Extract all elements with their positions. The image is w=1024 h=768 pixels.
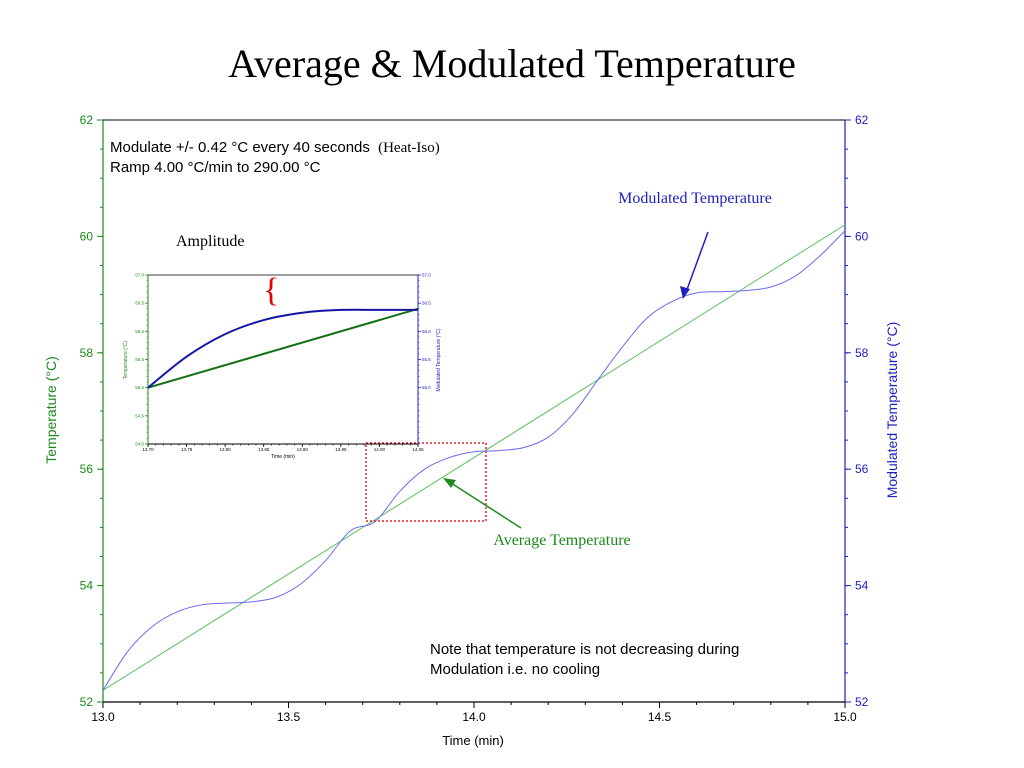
inset-y-left-tick-label: 57.0 <box>135 273 144 278</box>
y-left-tick-label: 56 <box>80 462 94 476</box>
x-tick-label: 15.0 <box>833 710 857 724</box>
y-right-tick-label: 52 <box>855 695 869 709</box>
note-line-1: Note that temperature is not decreasing … <box>430 641 739 658</box>
inset-y-left-tick-label: 56.5 <box>135 301 144 306</box>
inset-x-tick-label: 13.70 <box>142 447 154 452</box>
main-plot-frame <box>102 119 846 703</box>
y-right-tick-label: 58 <box>855 346 869 360</box>
y-right-tick-label: 54 <box>855 579 869 593</box>
y-left-tick-label: 62 <box>80 113 94 127</box>
inset-y-left-tick-label: 54.5 <box>135 413 144 418</box>
x-tick-label: 13.5 <box>277 710 301 724</box>
inset-x-tick-label: 13.90 <box>297 447 309 452</box>
inset-y-right-tick-label: 56.0 <box>422 329 431 334</box>
inset-x-tick-label: 13.80 <box>220 447 232 452</box>
arrow-average-head <box>443 478 456 488</box>
annotation-amplitude: Amplitude <box>176 233 244 250</box>
method-text-modulate: Modulate +/- 0.42 °C every 40 seconds <box>110 139 370 156</box>
method-text-ramp: Ramp 4.00 °C/min to 290.00 °C <box>110 159 321 176</box>
inset-y-left-tick-label: 55.0 <box>135 385 144 390</box>
inset-y-left-tick-label: 55.5 <box>135 357 144 362</box>
inset-y-right-tick-label: 56.5 <box>422 301 431 306</box>
zoom-region-box <box>365 442 487 522</box>
arrow-modulated-line <box>684 231 709 296</box>
inset-series <box>147 307 419 389</box>
y-left-tick-label: 58 <box>80 346 94 360</box>
x-tick-label: 13.0 <box>91 710 115 724</box>
inset-axis-ticks: 13.70 13.75 13.80 13.85 13.90 13.95 14.00 14.05… <box>135 273 431 453</box>
annotation-modulated: Modulated Temperature <box>618 190 772 207</box>
inset-x-tick-label: 13.95 <box>335 447 347 452</box>
inset-y-right-tick-label: 55.5 <box>422 357 431 362</box>
x-tick-label: 14.5 <box>648 710 672 724</box>
inset-x-tick-label: 13.75 <box>181 447 193 452</box>
average-temperature-line <box>102 224 846 691</box>
inset-y-axis-label-right: Modulated Temperature (°C) <box>436 328 442 391</box>
y-left-tick-label: 54 <box>80 579 94 593</box>
inset-x-axis-label: Time (min) <box>271 454 295 460</box>
modulated-temperature-line <box>102 230 846 691</box>
note-line-2: Modulation i.e. no cooling <box>430 661 600 678</box>
inset-average-temperature-line <box>147 307 419 389</box>
inset-x-tick-label: 14.00 <box>374 447 386 452</box>
arrow-modulated-head <box>680 286 690 299</box>
y-left-tick-label: 52 <box>80 695 94 709</box>
inset-x-tick-label: 13.85 <box>258 447 270 452</box>
slide-title: Average & Modulated Temperature <box>228 41 796 86</box>
inset-y-left-tick-label: 56.0 <box>135 329 144 334</box>
x-axis-label: Time (min) <box>442 733 504 748</box>
main-axis-ticks: 13.0 13.5 14.0 14.5 15.052545658606252545658… <box>80 113 869 724</box>
annotation-average: Average Temperature <box>493 532 630 549</box>
inset-y-right-tick-label: 57.0 <box>422 273 431 278</box>
inset-y-right-tick-label: 55.0 <box>422 385 431 390</box>
x-tick-label: 14.0 <box>462 710 486 724</box>
amplitude-brace: { <box>263 272 279 309</box>
inset-x-tick-label: 14.05 <box>412 447 424 452</box>
y-right-tick-label: 62 <box>855 113 869 127</box>
svg-text:Modulate +/- 0.42 °C every 40: Modulate +/- 0.42 °C every 40 seconds (H… <box>110 139 440 156</box>
main-series <box>102 224 846 691</box>
y-right-tick-label: 56 <box>855 462 869 476</box>
y-right-tick-label: 60 <box>855 229 869 243</box>
arrow-average-line <box>447 480 522 529</box>
inset-y-left-tick-label: 54.0 <box>135 442 144 447</box>
inset-y-axis-label-left: Temperature (°C) <box>123 340 129 379</box>
y-axis-label-right: Modulated Temperature (°C) <box>884 322 900 499</box>
method-text-suffix: (Heat-Iso) <box>378 140 440 156</box>
y-axis-label-left: Temperature (°C) <box>43 356 59 464</box>
y-left-tick-label: 60 <box>80 229 94 243</box>
inset-modulated-temperature-line <box>147 308 418 389</box>
inset-plot-frame <box>147 274 419 445</box>
